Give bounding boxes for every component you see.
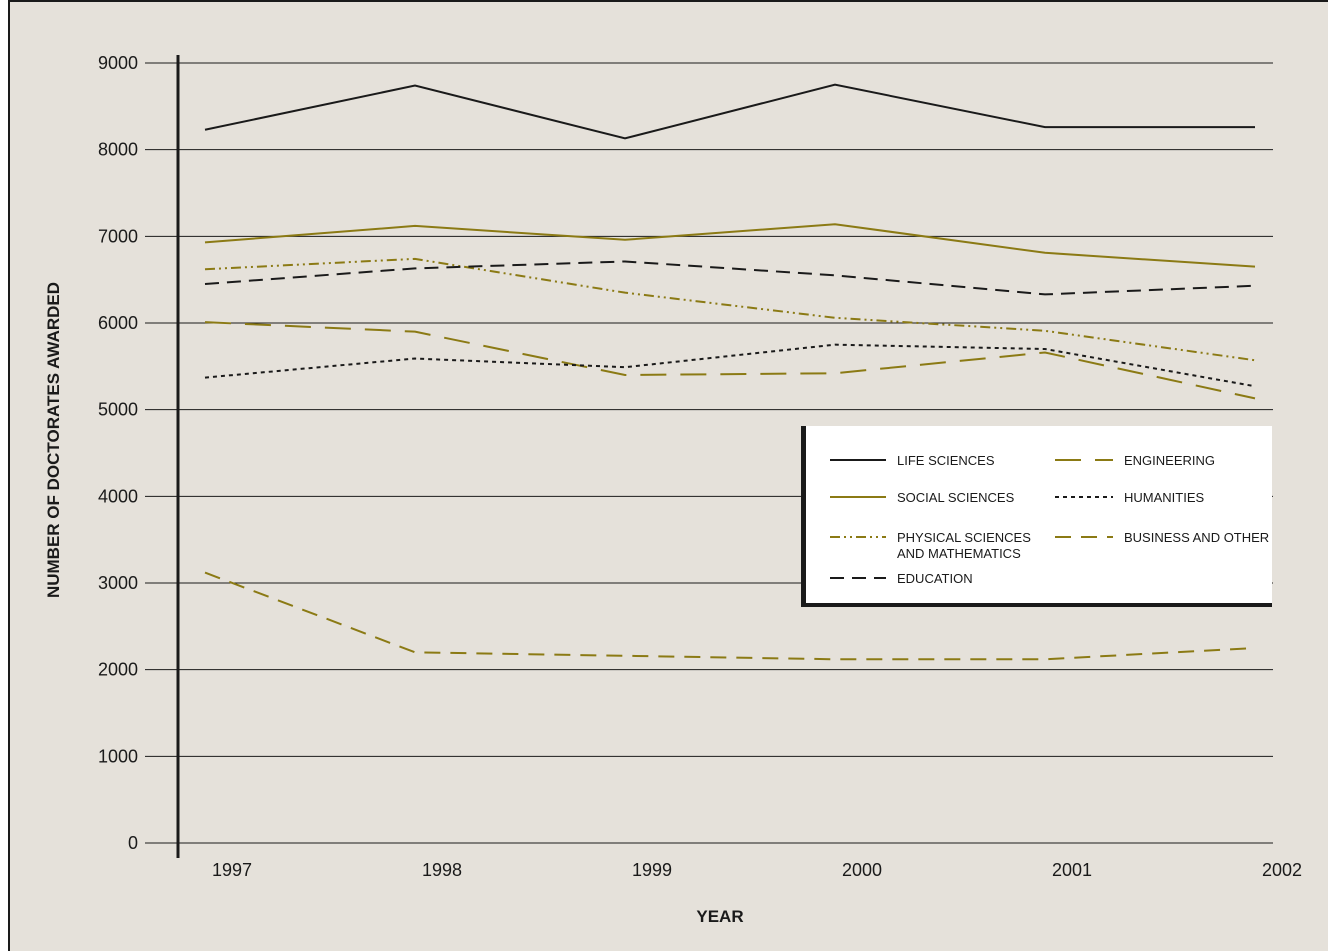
series-line-5 [205,345,1255,387]
y-axis-ticks: 0 1000 2000 3000 4000 5000 6000 7000 8000 9000 [98,53,138,853]
x-tick-label: 2002 [1262,860,1302,880]
y-tick-label: 3000 [98,573,138,593]
y-tick-label: 1000 [98,746,138,766]
y-tick-label: 9000 [98,53,138,73]
legend-label: PHYSICAL SCIENCES [897,530,1031,545]
legend: LIFE SCIENCES SOCIAL SCIENCES PHYSICAL SCI… [801,426,1272,607]
series-line-2 [205,259,1255,360]
legend-label: ENGINEERING [1124,453,1215,468]
x-tick-label: 2000 [842,860,882,880]
x-tick-label: 2001 [1052,860,1092,880]
series-line-4 [205,322,1255,398]
legend-label: EDUCATION [897,571,973,586]
series-line-1 [205,224,1255,266]
legend-label: SOCIAL SCIENCES [897,490,1015,505]
y-tick-label: 4000 [98,486,138,506]
y-axis-title: NUMBER OF DOCTORATES AWARDED [44,282,63,598]
x-axis-ticks: 1997 1998 1999 2000 2001 2002 [212,860,1302,880]
y-tick-label: 6000 [98,313,138,333]
legend-label: AND MATHEMATICS [897,546,1021,561]
series-line-0 [205,85,1255,139]
legend-label: BUSINESS AND OTHER [1124,530,1269,545]
y-tick-label: 2000 [98,660,138,680]
x-tick-label: 1998 [422,860,462,880]
legend-label: LIFE SCIENCES [897,453,995,468]
x-tick-label: 1999 [632,860,672,880]
x-tick-label: 1997 [212,860,252,880]
y-tick-label: 8000 [98,140,138,160]
y-tick-label: 5000 [98,400,138,420]
y-tick-label: 7000 [98,226,138,246]
legend-label: HUMANITIES [1124,490,1205,505]
x-axis-title: YEAR [696,907,743,926]
series-line-3 [205,261,1255,294]
y-tick-label: 0 [128,833,138,853]
